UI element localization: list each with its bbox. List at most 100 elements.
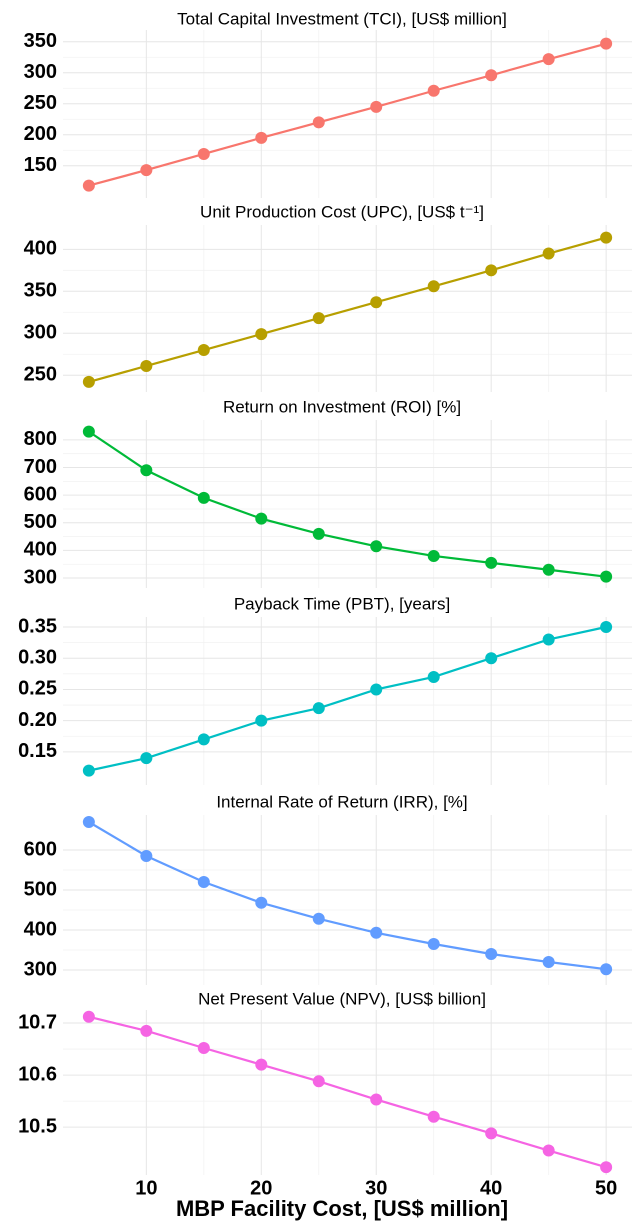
data-point (312, 116, 325, 129)
y-tick-label: 400 (24, 539, 57, 561)
data-point (600, 570, 613, 583)
data-point (370, 100, 383, 113)
data-point (140, 850, 153, 862)
x-axis-label: MBP Facility Cost, [US$ million] (176, 1196, 508, 1221)
data-point (82, 1010, 95, 1023)
data-point (140, 164, 153, 177)
data-point (82, 179, 95, 192)
panel-title: Internal Rate of Return (IRR), [%] (216, 792, 467, 811)
series-line (88, 42, 607, 187)
data-point (600, 620, 613, 633)
y-tick-label: 600 (24, 483, 57, 505)
series-line (88, 625, 607, 772)
y-tick-label: 0.25 (18, 678, 57, 700)
panel-title: Payback Time (PBT), [years] (234, 594, 450, 613)
data-point (485, 69, 498, 82)
y-tick-label: 0.15 (18, 740, 57, 762)
data-point (485, 264, 498, 277)
data-point (82, 816, 95, 828)
data-point (542, 633, 555, 646)
panel-title: Total Capital Investment (TCI), [US$ mil… (177, 9, 507, 28)
data-point (485, 556, 498, 569)
data-point (312, 527, 325, 540)
data-point (255, 1058, 268, 1071)
data-point (542, 53, 555, 66)
y-tick-label: 350 (24, 30, 57, 52)
series-line (88, 821, 607, 971)
data-point (370, 926, 383, 939)
data-point (600, 231, 613, 244)
data-point (82, 375, 95, 388)
data-point (542, 1144, 555, 1157)
y-tick-label: 800 (24, 428, 57, 450)
y-tick-label: 300 (24, 958, 57, 980)
data-point (140, 359, 153, 372)
data-point (427, 84, 440, 97)
data-point (312, 1075, 325, 1088)
data-point (600, 963, 613, 976)
data-point (255, 328, 268, 341)
data-point (312, 702, 325, 715)
y-tick-label: 0.35 (18, 615, 57, 637)
panel-title: Unit Production Cost (UPC), [US$ t⁻¹] (200, 202, 484, 221)
data-point (140, 1024, 153, 1037)
data-point (485, 1127, 498, 1140)
series-line (88, 430, 607, 578)
data-point (197, 733, 210, 746)
data-point (197, 147, 210, 160)
y-tick-label: 250 (24, 363, 57, 385)
panel-title: Return on Investment (ROI) [%] (223, 397, 461, 416)
data-point (370, 540, 383, 553)
data-point (140, 464, 153, 477)
data-point (82, 764, 95, 777)
data-point (255, 896, 268, 909)
data-point (485, 948, 498, 960)
data-point (427, 280, 440, 293)
data-point (370, 296, 383, 309)
data-point (427, 549, 440, 562)
data-point (140, 752, 153, 765)
x-tick-label: 50 (595, 1177, 617, 1199)
data-point (82, 425, 95, 438)
y-tick-label: 0.30 (18, 647, 57, 669)
data-point (197, 876, 210, 888)
y-tick-label: 350 (24, 280, 57, 302)
data-point (255, 512, 268, 525)
data-point (255, 131, 268, 144)
y-tick-label: 10.7 (18, 1011, 57, 1033)
y-tick-label: 700 (24, 456, 57, 478)
y-tick-label: 300 (24, 322, 57, 344)
x-tick-label: 30 (365, 1177, 387, 1199)
data-point (312, 312, 325, 325)
data-point (600, 1161, 613, 1174)
y-tick-label: 300 (24, 566, 57, 588)
data-point (197, 344, 210, 357)
y-tick-label: 500 (24, 878, 57, 900)
y-tick-label: 400 (24, 238, 57, 260)
y-tick-label: 10.6 (18, 1063, 57, 1085)
series-line (88, 1015, 607, 1169)
data-point (600, 37, 613, 50)
y-tick-label: 200 (24, 123, 57, 145)
data-point (542, 247, 555, 260)
data-point (542, 956, 555, 968)
series-line (88, 236, 607, 383)
data-point (370, 1093, 383, 1106)
data-point (427, 670, 440, 683)
y-tick-label: 10.5 (18, 1115, 57, 1137)
y-tick-label: 300 (24, 61, 57, 83)
data-point (427, 938, 440, 950)
panel-title: Net Present Value (NPV), [US$ billion] (198, 989, 486, 1008)
data-point (370, 683, 383, 696)
x-tick-label: 40 (480, 1177, 502, 1199)
data-point (485, 652, 498, 665)
y-tick-label: 500 (24, 511, 57, 533)
x-tick-label: 10 (135, 1177, 157, 1199)
data-point (255, 714, 268, 727)
y-tick-label: 150 (24, 154, 57, 176)
data-point (312, 912, 325, 925)
x-tick-label: 20 (250, 1177, 272, 1199)
data-point (427, 1110, 440, 1123)
y-tick-label: 0.20 (18, 709, 57, 731)
